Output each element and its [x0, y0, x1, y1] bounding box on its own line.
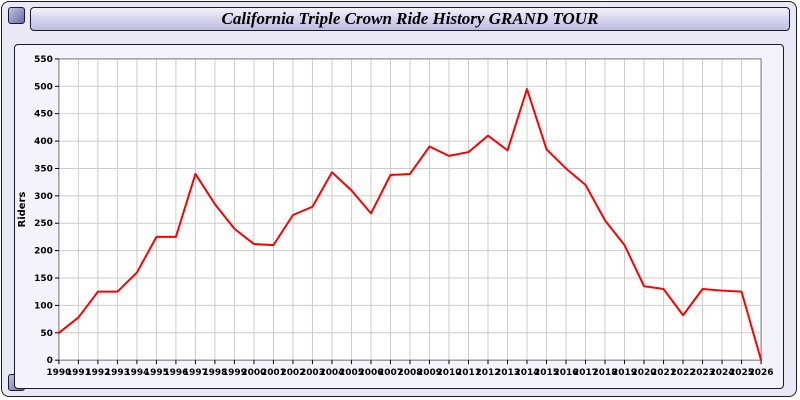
svg-text:2018: 2018 — [593, 368, 618, 378]
svg-text:1994: 1994 — [124, 368, 149, 378]
svg-text:1996: 1996 — [163, 368, 188, 378]
svg-text:2002: 2002 — [280, 368, 305, 378]
svg-text:1990: 1990 — [46, 368, 71, 378]
window-corner-ornament-top — [8, 7, 25, 24]
svg-text:500: 500 — [34, 82, 53, 92]
svg-text:2003: 2003 — [300, 368, 325, 378]
svg-text:2016: 2016 — [554, 368, 579, 378]
svg-text:2000: 2000 — [241, 368, 266, 378]
title-bar: California Triple Crown Ride History GRA… — [30, 7, 790, 31]
page-title: California Triple Crown Ride History GRA… — [221, 9, 599, 28]
svg-text:1993: 1993 — [105, 368, 130, 378]
svg-text:2009: 2009 — [417, 368, 442, 378]
svg-text:50: 50 — [40, 329, 52, 339]
svg-text:2025: 2025 — [729, 368, 754, 378]
svg-text:2010: 2010 — [437, 368, 462, 378]
svg-text:2026: 2026 — [749, 368, 774, 378]
svg-text:2015: 2015 — [534, 368, 559, 378]
svg-text:2011: 2011 — [456, 368, 481, 378]
svg-text:550: 550 — [34, 55, 53, 65]
svg-text:150: 150 — [34, 274, 53, 284]
svg-text:300: 300 — [34, 192, 53, 202]
svg-text:Riders: Riders — [17, 192, 28, 228]
svg-text:2019: 2019 — [612, 368, 637, 378]
svg-text:1998: 1998 — [202, 368, 227, 378]
svg-text:100: 100 — [34, 301, 53, 311]
svg-text:1997: 1997 — [183, 368, 208, 378]
svg-text:2004: 2004 — [319, 368, 344, 378]
svg-text:2012: 2012 — [476, 368, 501, 378]
svg-text:2014: 2014 — [515, 368, 540, 378]
svg-text:2006: 2006 — [358, 368, 383, 378]
svg-text:2017: 2017 — [573, 368, 598, 378]
chart-panel: 0 50 100 150 200 250 300 350 400 450 500 550 1990 199… — [14, 44, 784, 389]
svg-text:1991: 1991 — [66, 368, 91, 378]
svg-text:2022: 2022 — [671, 368, 696, 378]
svg-text:2005: 2005 — [339, 368, 364, 378]
svg-text:1999: 1999 — [222, 368, 247, 378]
svg-text:1992: 1992 — [85, 368, 110, 378]
svg-text:2023: 2023 — [690, 368, 715, 378]
svg-text:350: 350 — [34, 164, 53, 174]
svg-text:2024: 2024 — [710, 368, 735, 378]
chart-svg: 0501001502002503003504004505005501990199… — [17, 55, 774, 378]
svg-text:200: 200 — [34, 247, 53, 257]
svg-text:2020: 2020 — [632, 368, 657, 378]
svg-text:250: 250 — [34, 219, 53, 229]
svg-text:1995: 1995 — [144, 368, 169, 378]
svg-text:2007: 2007 — [378, 368, 403, 378]
svg-text:400: 400 — [34, 137, 53, 147]
svg-text:450: 450 — [34, 110, 53, 120]
svg-text:0: 0 — [47, 356, 53, 366]
svg-text:2013: 2013 — [495, 368, 520, 378]
svg-text:2021: 2021 — [651, 368, 676, 378]
svg-text:2001: 2001 — [261, 368, 286, 378]
svg-text:2008: 2008 — [397, 368, 422, 378]
